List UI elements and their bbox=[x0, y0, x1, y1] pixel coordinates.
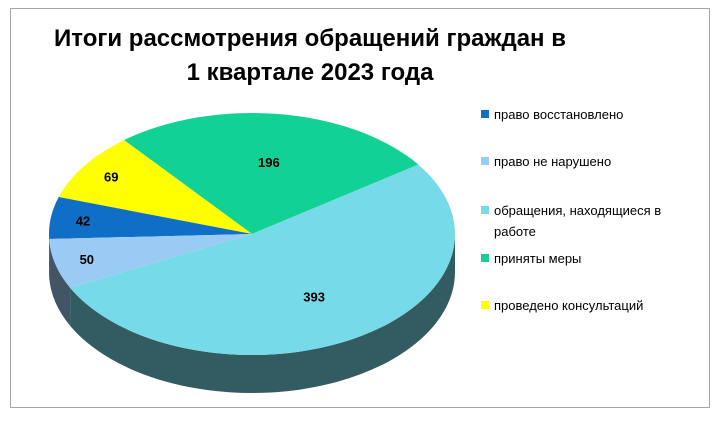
pie-side-wall bbox=[49, 238, 71, 326]
legend-label: право не нарушено bbox=[494, 154, 612, 169]
legend-swatch bbox=[481, 157, 489, 165]
chart-title-line-2: 1 квартале 2023 года bbox=[186, 59, 434, 86]
legend-label: приняты меры bbox=[494, 251, 582, 266]
legend-label: обращения, находящиеся в работе bbox=[494, 203, 662, 239]
pie-slice bbox=[58, 140, 253, 234]
chart-title-line-1: Итоги рассмотрения обращений граждан в bbox=[54, 25, 566, 52]
pie-data-label: 69 bbox=[104, 170, 118, 185]
pie-side-wall bbox=[70, 234, 455, 393]
pie-slice bbox=[49, 234, 252, 288]
legend-swatch bbox=[481, 254, 489, 262]
legend-label: проведено консультаций bbox=[494, 298, 644, 313]
legend-label: право восстановлено bbox=[494, 107, 624, 122]
pie-data-labels: 196 69 42 50 393 bbox=[76, 155, 325, 304]
pie-data-label: 393 bbox=[303, 289, 325, 304]
pie-data-label: 196 bbox=[258, 155, 280, 170]
pie-slices bbox=[49, 112, 456, 355]
pie-slice bbox=[70, 164, 456, 355]
legend-swatch bbox=[481, 206, 489, 214]
pie-data-label: 50 bbox=[80, 252, 94, 267]
pie-slice bbox=[124, 112, 419, 234]
legend-swatch bbox=[481, 110, 489, 118]
legend-swatch bbox=[481, 301, 489, 309]
pie-slice bbox=[49, 197, 253, 239]
pie-data-label: 42 bbox=[76, 213, 90, 228]
pie-side-walls bbox=[49, 234, 455, 393]
chart-title: Итоги рассмотрения обращений граждан в 1… bbox=[40, 22, 580, 90]
